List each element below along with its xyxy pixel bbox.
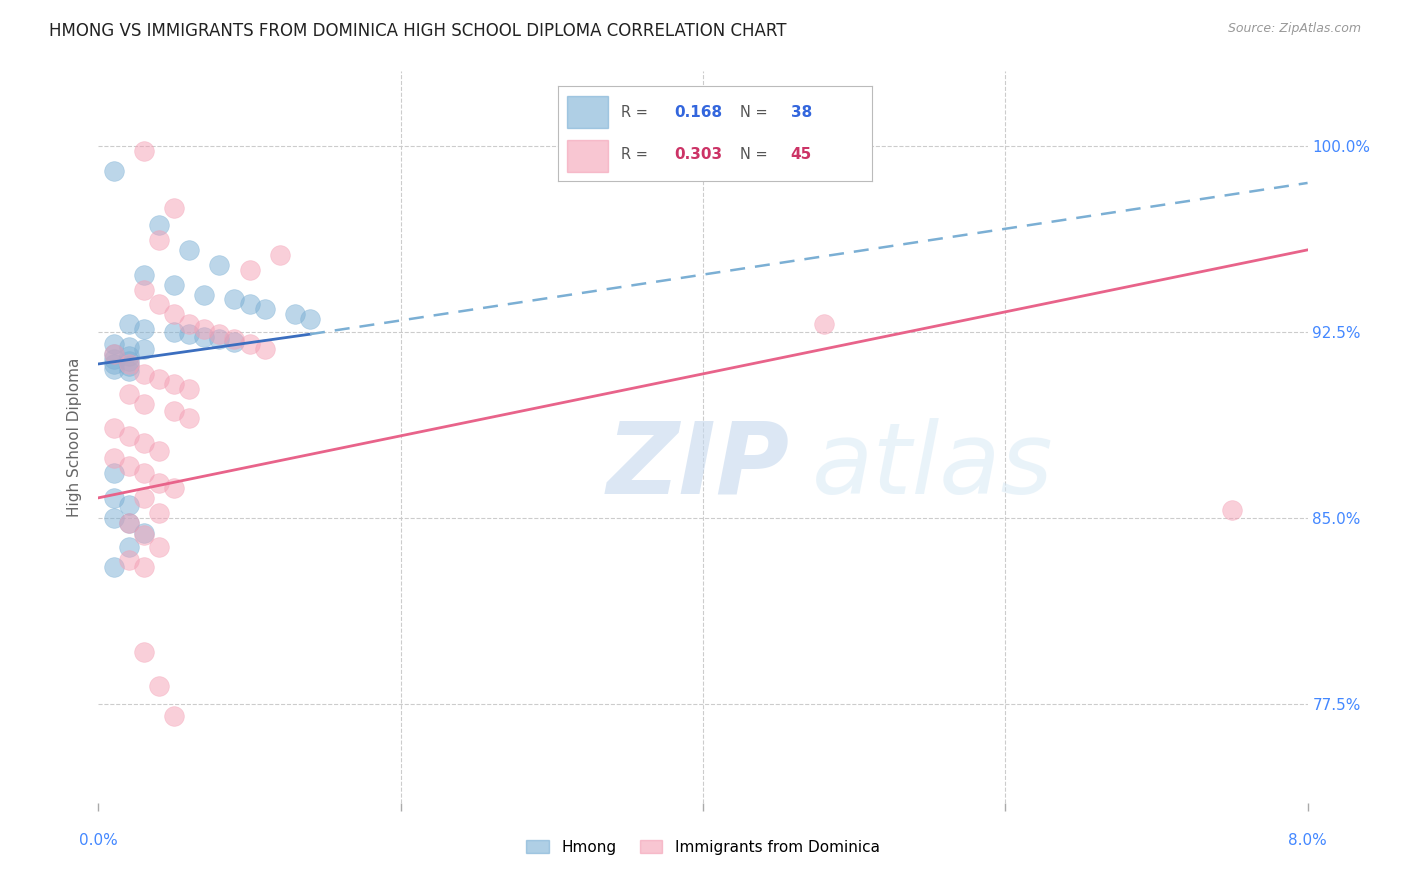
Point <box>132 396 155 410</box>
Point <box>224 332 246 346</box>
Text: 8.0%: 8.0% <box>1288 833 1327 848</box>
Point <box>179 318 201 332</box>
Point <box>103 510 125 524</box>
Point <box>224 293 246 307</box>
Point <box>118 357 141 371</box>
Point <box>163 481 186 495</box>
Point <box>118 429 141 443</box>
Point <box>1220 503 1243 517</box>
Point <box>148 475 170 490</box>
Point <box>118 340 141 354</box>
Point <box>118 458 141 473</box>
Point <box>103 362 125 376</box>
Point <box>118 318 141 332</box>
Point <box>148 297 170 311</box>
Point <box>103 421 125 435</box>
Y-axis label: High School Diploma: High School Diploma <box>67 358 83 516</box>
Point <box>118 359 141 374</box>
Point <box>132 268 155 282</box>
Point <box>103 451 125 466</box>
Point <box>163 709 186 723</box>
Point <box>193 322 215 336</box>
Point <box>132 436 155 450</box>
Point <box>118 553 141 567</box>
Point <box>284 307 307 321</box>
Point <box>148 443 170 458</box>
Point <box>163 376 186 391</box>
Point <box>118 516 141 530</box>
Point <box>132 528 155 542</box>
Point <box>163 404 186 418</box>
Point <box>224 334 246 349</box>
Point <box>813 318 835 332</box>
Text: atlas: atlas <box>811 417 1053 515</box>
Text: ZIP: ZIP <box>606 417 789 515</box>
Point <box>163 325 186 339</box>
Text: 0.0%: 0.0% <box>79 833 118 848</box>
Point <box>132 644 155 658</box>
Point <box>132 367 155 381</box>
Point <box>193 287 215 301</box>
Point <box>163 307 186 321</box>
Point <box>132 491 155 505</box>
Point <box>208 332 231 346</box>
Point <box>148 218 170 232</box>
Point <box>299 312 322 326</box>
Point <box>269 248 291 262</box>
Point <box>132 144 155 158</box>
Point <box>103 357 125 371</box>
Point <box>118 364 141 378</box>
Point <box>103 163 125 178</box>
Text: Source: ZipAtlas.com: Source: ZipAtlas.com <box>1227 22 1361 36</box>
Point <box>118 354 141 368</box>
Point <box>103 491 125 505</box>
Point <box>148 506 170 520</box>
Text: HMONG VS IMMIGRANTS FROM DOMINICA HIGH SCHOOL DIPLOMA CORRELATION CHART: HMONG VS IMMIGRANTS FROM DOMINICA HIGH S… <box>49 22 787 40</box>
Point <box>163 201 186 215</box>
Point <box>132 466 155 480</box>
Point <box>179 411 201 425</box>
Legend: Hmong, Immigrants from Dominica: Hmong, Immigrants from Dominica <box>520 834 886 861</box>
Point <box>132 525 155 540</box>
Point <box>163 277 186 292</box>
Point <box>103 466 125 480</box>
Point <box>118 516 141 530</box>
Point <box>148 372 170 386</box>
Point <box>132 560 155 574</box>
Point <box>132 342 155 356</box>
Point <box>118 498 141 512</box>
Point <box>179 327 201 342</box>
Point <box>148 233 170 247</box>
Point <box>118 350 141 364</box>
Point <box>239 297 262 311</box>
Point <box>148 541 170 555</box>
Point <box>179 382 201 396</box>
Point <box>208 327 231 342</box>
Point <box>118 541 141 555</box>
Point <box>253 302 276 317</box>
Point <box>132 283 155 297</box>
Point <box>193 329 215 343</box>
Point <box>103 337 125 351</box>
Point <box>103 351 125 366</box>
Point <box>179 243 201 257</box>
Point <box>103 347 125 361</box>
Point <box>208 258 231 272</box>
Point <box>239 337 262 351</box>
Point <box>148 679 170 693</box>
Point <box>253 342 276 356</box>
Point <box>103 347 125 361</box>
Point <box>132 322 155 336</box>
Point <box>239 262 262 277</box>
Point <box>103 560 125 574</box>
Point <box>118 386 141 401</box>
